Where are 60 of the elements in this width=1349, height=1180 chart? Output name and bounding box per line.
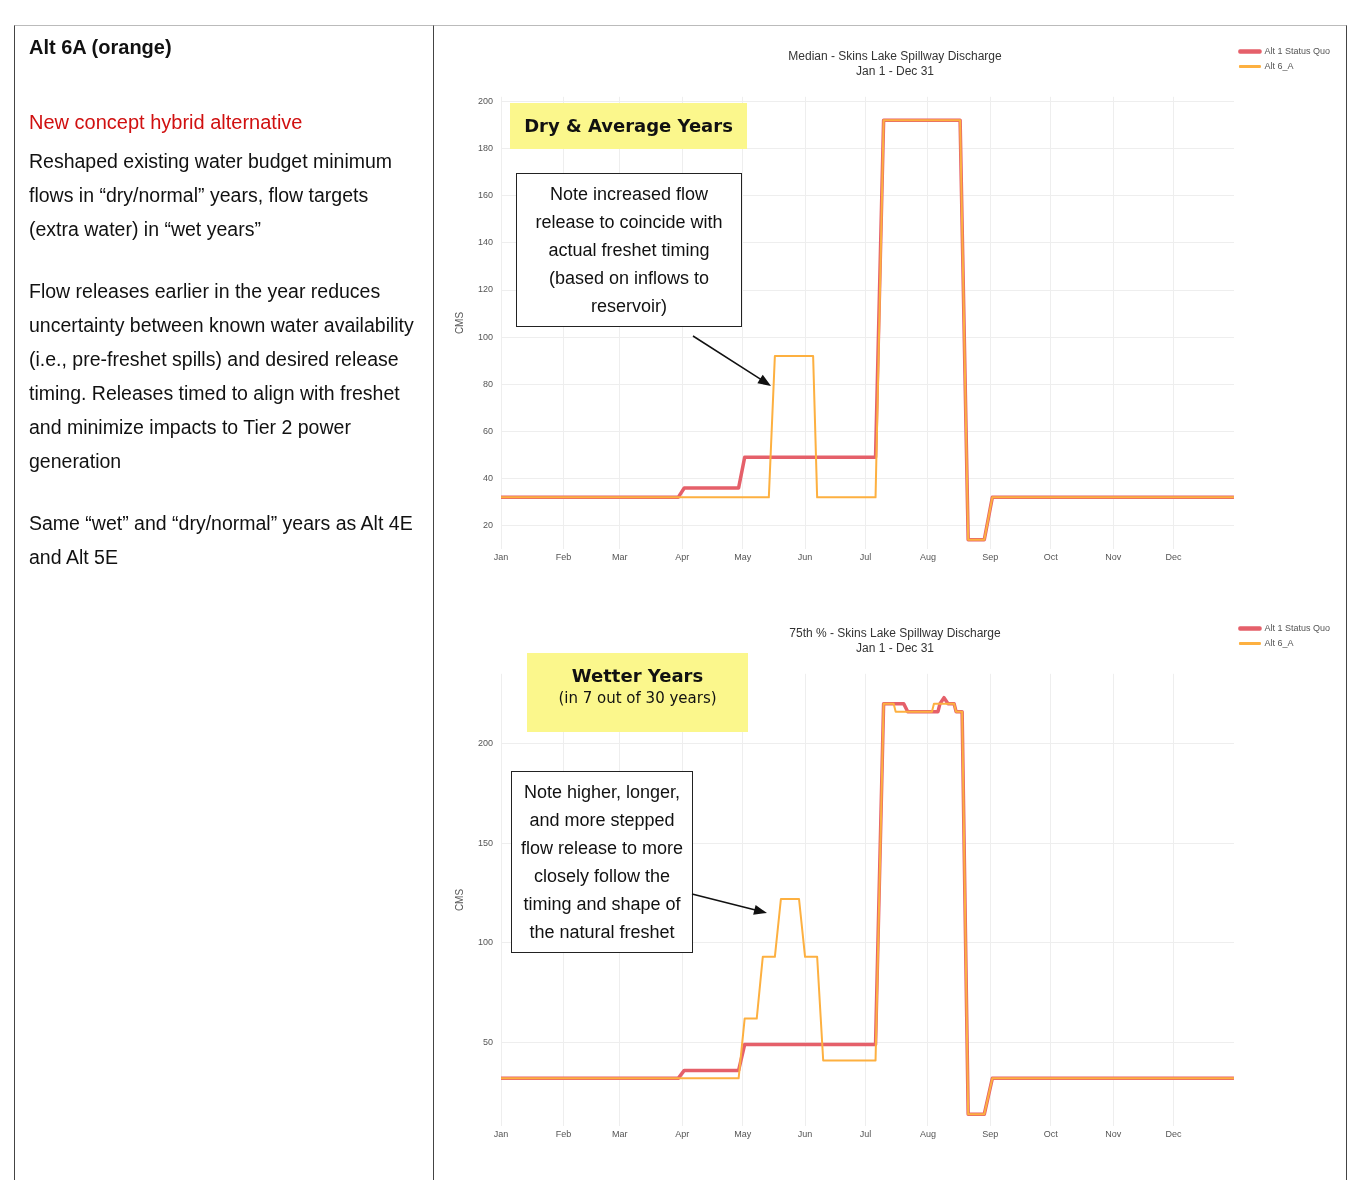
y-tick-label: 200 bbox=[477, 96, 494, 106]
x-tick-label: Dec bbox=[1165, 552, 1183, 563]
chart-title: 75th % - Skins Lake Spillway Discharge bbox=[789, 625, 1002, 640]
y-tick-label: 140 bbox=[477, 237, 494, 248]
x-tick-label: Mar bbox=[612, 552, 628, 563]
chart-title: Median - Skins Lake Spillway Discharge bbox=[788, 48, 1003, 63]
x-tick-label: Jan bbox=[493, 1129, 509, 1140]
x-tick-label: Oct bbox=[1043, 1129, 1059, 1140]
x-tick-label: Sep bbox=[982, 1129, 999, 1140]
text: New concept hybrid alternative bbox=[29, 111, 304, 134]
y-tick-label: 150 bbox=[477, 837, 494, 848]
x-tick-label: May bbox=[734, 1129, 752, 1140]
annotation: (in 7 out of 30 years) bbox=[557, 689, 718, 707]
text: Flow releases earlier in the year reduces uncertainty between known water availability (i.e., pre-freshet spills) and desired release timing. Releases timed to align with freshet and minimize impacts to Tier 2 power generation bbox=[29, 279, 415, 474]
y-tick-label: 100 bbox=[477, 331, 494, 342]
y-tick-label: 100 bbox=[477, 937, 494, 948]
legend-label: Alt 1 Status Quo bbox=[1264, 622, 1331, 633]
y-tick-label: 120 bbox=[477, 284, 494, 295]
chart-subtitle: Jan 1 - Dec 31 bbox=[855, 640, 935, 655]
y-tick-label: 50 bbox=[483, 1036, 494, 1047]
x-tick-label: Jul bbox=[859, 1129, 872, 1140]
x-tick-label: Aug bbox=[919, 552, 936, 563]
x-tick-label: Jun bbox=[797, 1129, 813, 1140]
x-tick-label: Jun bbox=[797, 552, 813, 563]
legend-label: Alt 1 Status Quo bbox=[1264, 45, 1331, 56]
annotation: Dry & Average Years bbox=[523, 115, 734, 136]
y-tick-label: 40 bbox=[483, 473, 494, 483]
text: Alt 6A (orange) bbox=[29, 36, 173, 59]
x-tick-label: Dec bbox=[1165, 1129, 1183, 1140]
x-tick-label: Nov bbox=[1105, 1129, 1122, 1140]
y-tick-label: 180 bbox=[477, 143, 494, 154]
x-tick-label: May bbox=[734, 552, 752, 563]
x-tick-label: Nov bbox=[1105, 552, 1122, 563]
x-tick-label: Mar bbox=[612, 1129, 628, 1140]
y-axis-title: CMS bbox=[453, 311, 465, 335]
x-tick-label: Apr bbox=[675, 552, 690, 563]
x-tick-label: Oct bbox=[1043, 552, 1059, 563]
y-axis-title: CMS bbox=[453, 888, 465, 912]
x-tick-label: Jul bbox=[859, 552, 872, 563]
text: Reshaped existing water budget minimum flows in “dry/normal” years, flow targets (extra water) in “wet years” bbox=[29, 149, 394, 242]
y-tick-label: 160 bbox=[477, 190, 494, 201]
x-tick-label: Feb bbox=[555, 552, 572, 563]
y-tick-label: 60 bbox=[483, 425, 494, 436]
legend-label: Alt 6_A bbox=[1264, 637, 1294, 648]
text: Same “wet” and “dry/normal” years as Alt 4E and Alt 5E bbox=[29, 511, 414, 570]
x-tick-label: Feb bbox=[555, 1129, 572, 1140]
chart-subtitle: Jan 1 - Dec 31 bbox=[855, 63, 935, 78]
annotation: Wetter Years bbox=[570, 665, 705, 686]
label-box: Dry & Average Years bbox=[510, 103, 747, 149]
legend-label: Alt 6_A bbox=[1264, 60, 1294, 71]
x-tick-label: Sep bbox=[982, 552, 999, 563]
x-tick-label: Apr bbox=[675, 1129, 690, 1140]
y-tick-label: 200 bbox=[477, 738, 494, 749]
callout-box: Note increased flow release to coincide with actual freshet timing (based on inflows to reservoir) bbox=[516, 173, 742, 327]
label-box: Wetter Years (in 7 out of 30 years) bbox=[527, 653, 748, 732]
y-tick-label: 20 bbox=[483, 520, 494, 531]
callout-box: Note higher, longer, and more stepped flow release to more closely follow the timing and shape of the natural freshet bbox=[511, 771, 693, 953]
y-tick-label: 80 bbox=[483, 378, 494, 389]
x-tick-label: Jan bbox=[493, 552, 509, 563]
x-tick-label: Aug bbox=[919, 1129, 936, 1140]
